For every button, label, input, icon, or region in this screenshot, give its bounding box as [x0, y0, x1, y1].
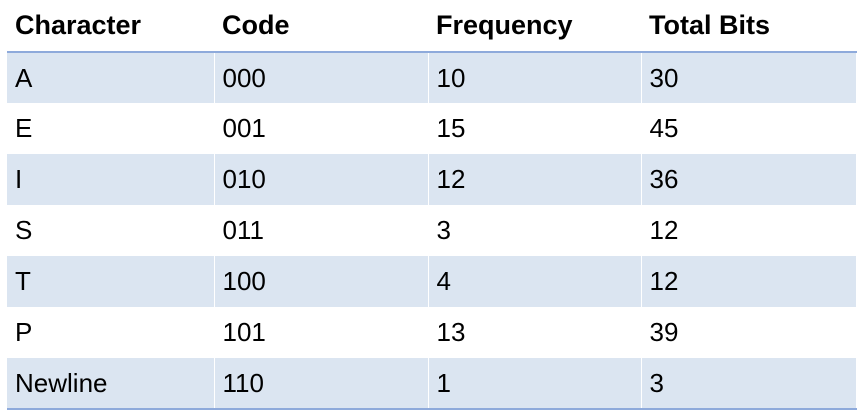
cell-code: 010	[214, 154, 429, 205]
cell-frequency: 1	[428, 358, 642, 410]
cell-code: 001	[214, 103, 429, 154]
cell-frequency: 4	[428, 256, 642, 307]
cell-frequency: 12	[428, 154, 642, 205]
cell-character: I	[7, 154, 215, 205]
cell-total-bits: 12	[641, 205, 856, 256]
cell-frequency: 10	[428, 52, 642, 103]
header-row: Character Code Frequency Total Bits	[7, 0, 856, 53]
cell-character: A	[7, 52, 215, 103]
table-row: E 001 15 45	[7, 103, 856, 154]
cell-character: S	[7, 205, 215, 256]
table-row: T 100 4 12	[7, 256, 857, 307]
cell-total-bits: 30	[641, 52, 857, 103]
cell-total-bits: 36	[641, 154, 857, 205]
table-row: I 010 12 36	[7, 154, 857, 205]
table-header: Character Code Frequency Total Bits	[7, 0, 856, 53]
cell-frequency: 13	[428, 307, 642, 358]
cell-total-bits: 39	[641, 307, 856, 358]
table-body: A 000 10 30 E 001 15 45 I 010 12 36 S 01…	[7, 52, 857, 410]
cell-character: T	[7, 256, 215, 307]
cell-code: 011	[214, 205, 429, 256]
cell-code: 101	[214, 307, 429, 358]
table-row: P 101 13 39	[7, 307, 856, 358]
cell-code: 000	[214, 52, 429, 103]
cell-frequency: 15	[428, 103, 642, 154]
table-row: Newline 110 1 3	[7, 358, 857, 410]
table-row: A 000 10 30	[7, 52, 857, 103]
cell-character: E	[7, 103, 215, 154]
cell-frequency: 3	[428, 205, 642, 256]
header-code: Code	[214, 0, 428, 53]
header-frequency: Frequency	[428, 0, 641, 53]
cell-total-bits: 3	[641, 358, 857, 410]
table-row: S 011 3 12	[7, 205, 856, 256]
huffman-code-table: Character Code Frequency Total Bits A 00…	[7, 0, 857, 410]
cell-total-bits: 12	[641, 256, 857, 307]
cell-character: P	[7, 307, 215, 358]
cell-total-bits: 45	[641, 103, 856, 154]
header-character: Character	[7, 0, 214, 53]
cell-code: 100	[214, 256, 429, 307]
cell-code: 110	[214, 358, 429, 410]
header-total-bits: Total Bits	[641, 0, 856, 53]
cell-character: Newline	[7, 358, 215, 410]
